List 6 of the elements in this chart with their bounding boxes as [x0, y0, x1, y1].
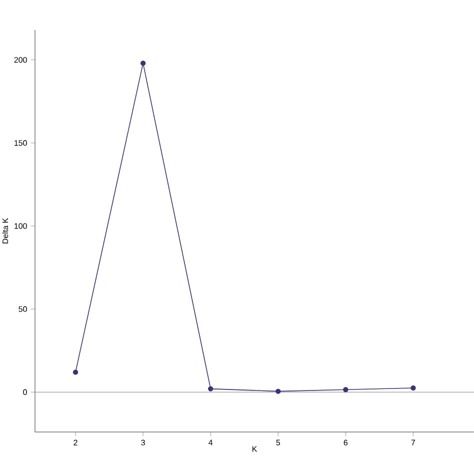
point: [72, 370, 78, 375]
point: [208, 386, 214, 392]
point: [276, 388, 281, 394]
point: [343, 387, 348, 392]
point: [410, 385, 416, 391]
point: [140, 60, 146, 66]
